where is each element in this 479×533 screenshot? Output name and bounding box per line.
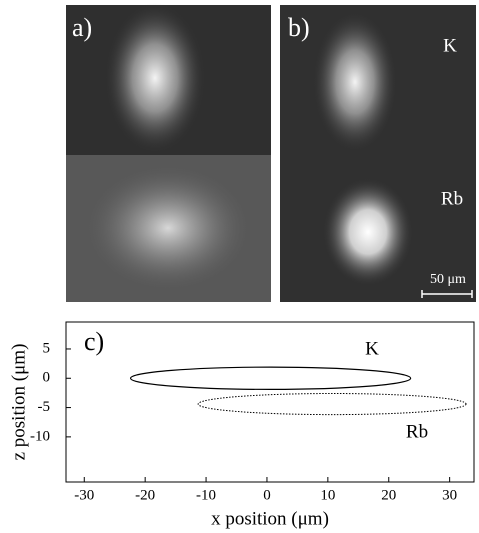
x-tick-label: 0 (263, 487, 271, 503)
y-tick-label: 0 (43, 370, 51, 386)
y-axis-label: z position (μm) (8, 344, 29, 461)
x-axis-label: x position (μm) (211, 508, 329, 529)
scale-bar-label: 50 μm (430, 272, 466, 287)
panel-label: b) (288, 13, 310, 42)
cloud-ellipse (129, 366, 412, 390)
panel-label: a) (72, 13, 92, 42)
species-label: Rb (441, 188, 463, 209)
x-tick-label: 30 (442, 487, 457, 503)
y-tick-label: -5 (38, 399, 51, 415)
image-a: a) (66, 3, 271, 302)
panel-label: c) (84, 327, 104, 356)
series-label: K (365, 338, 379, 359)
x-tick-label: 10 (320, 487, 335, 503)
image-b: b) K Rb 50 μm (280, 5, 476, 302)
x-tick-label: 20 (381, 487, 396, 503)
x-tick-label: -30 (74, 487, 94, 503)
series-label: Rb (406, 421, 428, 442)
y-tick-label: 5 (43, 340, 51, 356)
plot-frame (65, 321, 475, 483)
cloud-ellipse (197, 393, 467, 416)
species-label: K (443, 35, 457, 56)
x-tick-label: -20 (135, 487, 155, 503)
x-tick-label: -10 (196, 487, 216, 503)
y-tick-label: -10 (30, 428, 50, 444)
